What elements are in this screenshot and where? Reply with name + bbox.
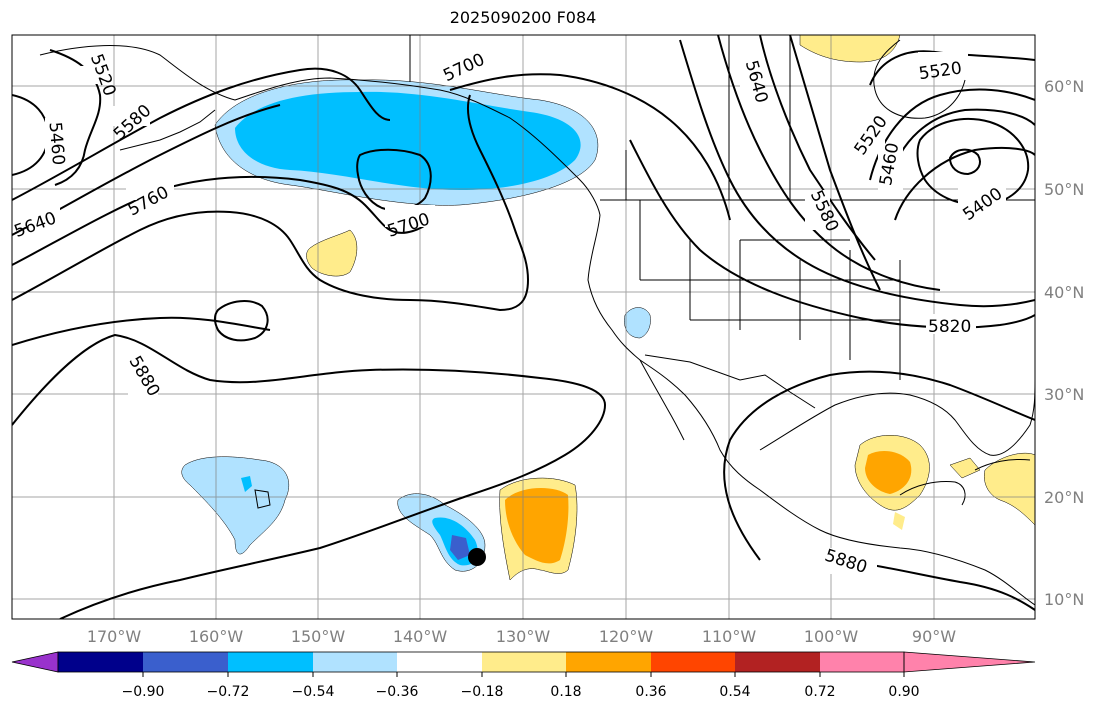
contour-5520-west — [49, 49, 102, 186]
colorbar-tick-label: 0.90 — [888, 684, 919, 700]
lon-label: 110°W — [702, 627, 757, 646]
colorbar: −0.90 −0.72 −0.54 −0.36 −0.18 0.18 0.36 … — [11, 651, 1036, 700]
colorbar-extend-max — [903, 651, 1036, 673]
positive-anomaly-yucatan — [893, 512, 905, 530]
contour-5880-south — [12, 333, 607, 619]
us-state-lines — [639, 200, 901, 380]
colorbar-tick-label: −0.90 — [122, 684, 165, 700]
lon-label: 170°W — [87, 627, 142, 646]
hawaii-island — [254, 489, 271, 509]
contour-5700-east — [717, 35, 941, 291]
hudson-bay — [873, 39, 966, 119]
positive-anomaly-caribbean — [949, 457, 981, 479]
colorbar-segment — [735, 652, 820, 672]
yucatan-coast — [899, 481, 966, 506]
contour-5340-loop — [948, 148, 981, 176]
colorbar-tick-label: −0.18 — [461, 684, 504, 700]
lat-label: 20°N — [1044, 488, 1084, 507]
anomaly-shading — [181, 35, 1035, 581]
lat-label: 60°N — [1044, 77, 1084, 96]
contour-5880-loop — [214, 300, 269, 342]
colorbar-segment — [482, 652, 566, 672]
contour-label: 5820 — [928, 317, 971, 337]
storm-center-marker — [468, 548, 486, 566]
lat-label: 10°N — [1044, 590, 1084, 609]
canadian-provinces — [625, 35, 791, 200]
longitude-labels: 170°W 160°W 150°W 140°W 130°W 120°W 110°… — [87, 627, 956, 646]
moderate-positive-central-pacific — [505, 488, 569, 564]
contour-5580-east — [759, 35, 876, 261]
map-title: 2025090200 F084 — [449, 8, 597, 27]
moderate-negative-gulf-of-alaska — [235, 91, 581, 190]
lon-label: 130°W — [496, 627, 551, 646]
colorbar-segment — [566, 652, 651, 672]
colorbar-tick-label: −0.36 — [376, 684, 419, 700]
lat-label: 30°N — [1044, 385, 1084, 404]
lat-label: 40°N — [1044, 283, 1084, 302]
height-contours — [12, 35, 1035, 619]
west-coast — [587, 214, 1035, 606]
contour-5760-east — [679, 39, 1035, 308]
lon-label: 90°W — [912, 627, 956, 646]
contour-5760 — [12, 94, 530, 312]
moderate-negative-hawaii — [241, 476, 252, 492]
lon-label: 140°W — [393, 627, 448, 646]
colorbar-tick-label: 0.72 — [804, 684, 835, 700]
positive-anomaly-east-caribbean — [984, 452, 1035, 526]
gulf-coast — [759, 379, 1035, 456]
alaska-coast — [39, 45, 601, 216]
map-frame — [11, 34, 1036, 620]
lat-label: 50°N — [1044, 180, 1084, 199]
positive-anomaly-hudson-bay — [799, 35, 901, 63]
baja-california — [639, 359, 685, 441]
colorbar-tick-label: 0.18 — [550, 684, 581, 700]
colorbar-segment — [313, 652, 397, 672]
colorbar-segment — [820, 652, 904, 672]
colorbar-tick-label: −0.54 — [292, 684, 335, 700]
contour-5700-north — [12, 73, 731, 266]
us-mexico-border — [644, 354, 816, 409]
contour-5820-top — [12, 316, 271, 346]
moderate-positive-gulf-of-mexico — [865, 450, 912, 494]
negative-anomaly-california — [624, 307, 651, 339]
contour-label: 5460 — [44, 121, 68, 166]
colorbar-segment — [228, 652, 313, 672]
colorbar-tick-label: 0.36 — [635, 684, 666, 700]
strong-negative-storm — [450, 535, 470, 560]
aleutian-islands — [119, 109, 216, 151]
contour-5580-west — [12, 67, 391, 201]
graticule — [12, 35, 1035, 619]
colorbar-segment — [651, 652, 735, 672]
contour-5640-east — [789, 35, 881, 291]
positive-anomaly-northeast-pacific — [306, 229, 358, 277]
contour-5400-loop — [916, 118, 1030, 207]
lon-label: 150°W — [291, 627, 346, 646]
colorbar-tick-label: 0.54 — [719, 684, 750, 700]
latitude-labels: 60°N 50°N 40°N 30°N 20°N 10°N — [1044, 77, 1084, 609]
lon-label: 120°W — [599, 627, 654, 646]
colorbar-extend-min — [11, 651, 59, 673]
contour-5820-east — [629, 139, 1035, 329]
lon-label: 100°W — [804, 627, 859, 646]
colorbar-segment — [58, 652, 143, 672]
colorbar-segment — [397, 652, 482, 672]
lon-label: 160°W — [189, 627, 244, 646]
contour-5580-east-inner — [894, 146, 1035, 221]
negative-anomaly-hawaii — [181, 456, 290, 555]
colorbar-tick-label: −0.72 — [207, 684, 250, 700]
cuba — [974, 459, 1031, 471]
colorbar-segment — [143, 652, 228, 672]
